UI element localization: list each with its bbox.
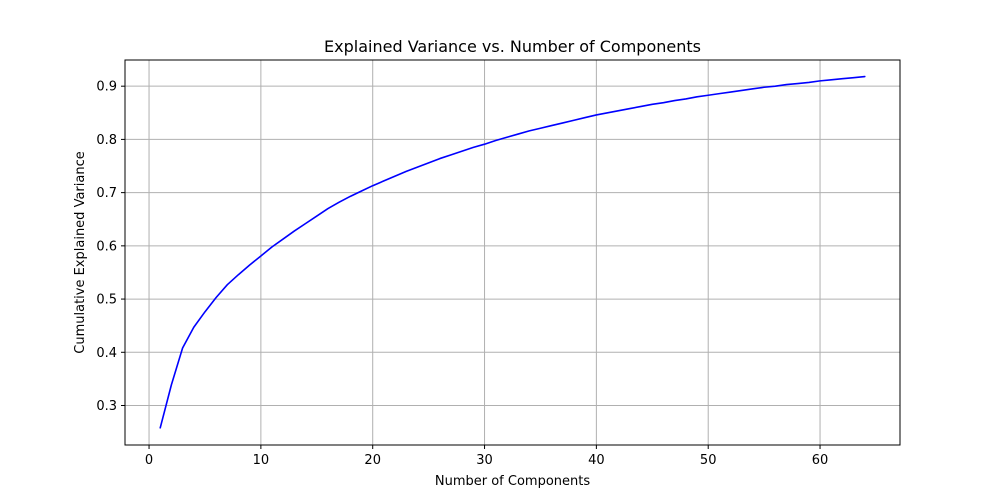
y-tick-label: 0.9	[96, 80, 117, 95]
data-point	[450, 154, 452, 156]
grid-lines	[125, 60, 900, 445]
data-point	[852, 76, 854, 78]
data-point	[629, 107, 631, 109]
data-point	[539, 127, 541, 129]
data-point	[338, 201, 340, 203]
data-point	[729, 91, 731, 93]
data-point	[304, 222, 306, 224]
data-point	[808, 81, 810, 83]
data-point	[271, 246, 273, 248]
y-tick-label: 0.5	[96, 293, 117, 308]
x-tick-label: 0	[145, 453, 153, 468]
y-tick-label: 0.8	[96, 133, 117, 148]
data-point	[673, 99, 675, 101]
y-axis-ticks: 0.3 0.4 0.5 0.6 0.7 0.8 0.9	[96, 80, 125, 414]
data-point	[506, 136, 508, 138]
data-point	[819, 80, 821, 82]
data-point	[360, 190, 362, 192]
data-point	[461, 150, 463, 152]
data-point	[383, 180, 385, 182]
data-point	[741, 89, 743, 91]
data-point	[181, 347, 183, 349]
data-point	[472, 146, 474, 148]
data-point	[562, 122, 564, 124]
series-line	[159, 75, 866, 429]
data-point	[752, 88, 754, 90]
x-tick-label: 30	[476, 453, 493, 468]
data-point	[204, 311, 206, 313]
data-point	[394, 175, 396, 177]
y-tick-label: 0.6	[96, 239, 117, 254]
data-point	[528, 130, 530, 132]
data-point	[696, 96, 698, 98]
data-point	[282, 238, 284, 240]
x-tick-label: 20	[364, 453, 381, 468]
chart-title: Explained Variance vs. Number of Compone…	[324, 37, 701, 56]
y-tick-label: 0.3	[96, 399, 117, 414]
data-point	[785, 83, 787, 85]
x-axis-ticks: 0 10 20 30 40 50 60	[145, 445, 828, 468]
data-point	[595, 114, 597, 116]
data-point	[316, 215, 318, 217]
data-point	[707, 94, 709, 96]
data-point	[640, 105, 642, 107]
data-point	[159, 427, 161, 429]
data-point	[517, 133, 519, 135]
data-point	[416, 166, 418, 168]
data-point	[763, 86, 765, 88]
data-point	[573, 119, 575, 121]
x-tick-label: 40	[588, 453, 605, 468]
data-point	[260, 255, 262, 257]
y-tick-label: 0.4	[96, 346, 117, 361]
data-point	[226, 283, 228, 285]
data-point	[618, 109, 620, 111]
x-axis-label: Number of Components	[435, 474, 590, 489]
data-point	[372, 185, 374, 187]
data-point	[237, 273, 239, 275]
data-point	[439, 157, 441, 159]
data-point	[293, 230, 295, 232]
y-tick-label: 0.7	[96, 186, 117, 201]
data-point	[830, 79, 832, 81]
data-point	[193, 326, 195, 328]
plot-area-frame	[124, 59, 901, 446]
data-point	[483, 143, 485, 145]
y-axis-label: Cumulative Explained Variance	[73, 151, 88, 353]
x-tick-label: 10	[253, 453, 270, 468]
data-point	[427, 162, 429, 164]
data-point	[349, 195, 351, 197]
data-point	[841, 78, 843, 80]
data-point	[327, 207, 329, 209]
data-point	[662, 101, 664, 103]
data-point	[651, 103, 653, 105]
x-tick-label: 50	[700, 453, 717, 468]
data-point	[215, 296, 217, 298]
data-point	[495, 139, 497, 141]
data-point	[796, 82, 798, 84]
data-point	[248, 264, 250, 266]
data-point	[864, 75, 866, 77]
data-point	[584, 116, 586, 118]
data-point	[405, 170, 407, 172]
data-point	[774, 85, 776, 87]
data-point	[718, 92, 720, 94]
x-tick-label: 60	[812, 453, 829, 468]
data-point	[550, 124, 552, 126]
data-point	[170, 384, 172, 386]
data-point	[606, 112, 608, 114]
series-layer	[159, 75, 866, 429]
data-point	[685, 98, 687, 100]
